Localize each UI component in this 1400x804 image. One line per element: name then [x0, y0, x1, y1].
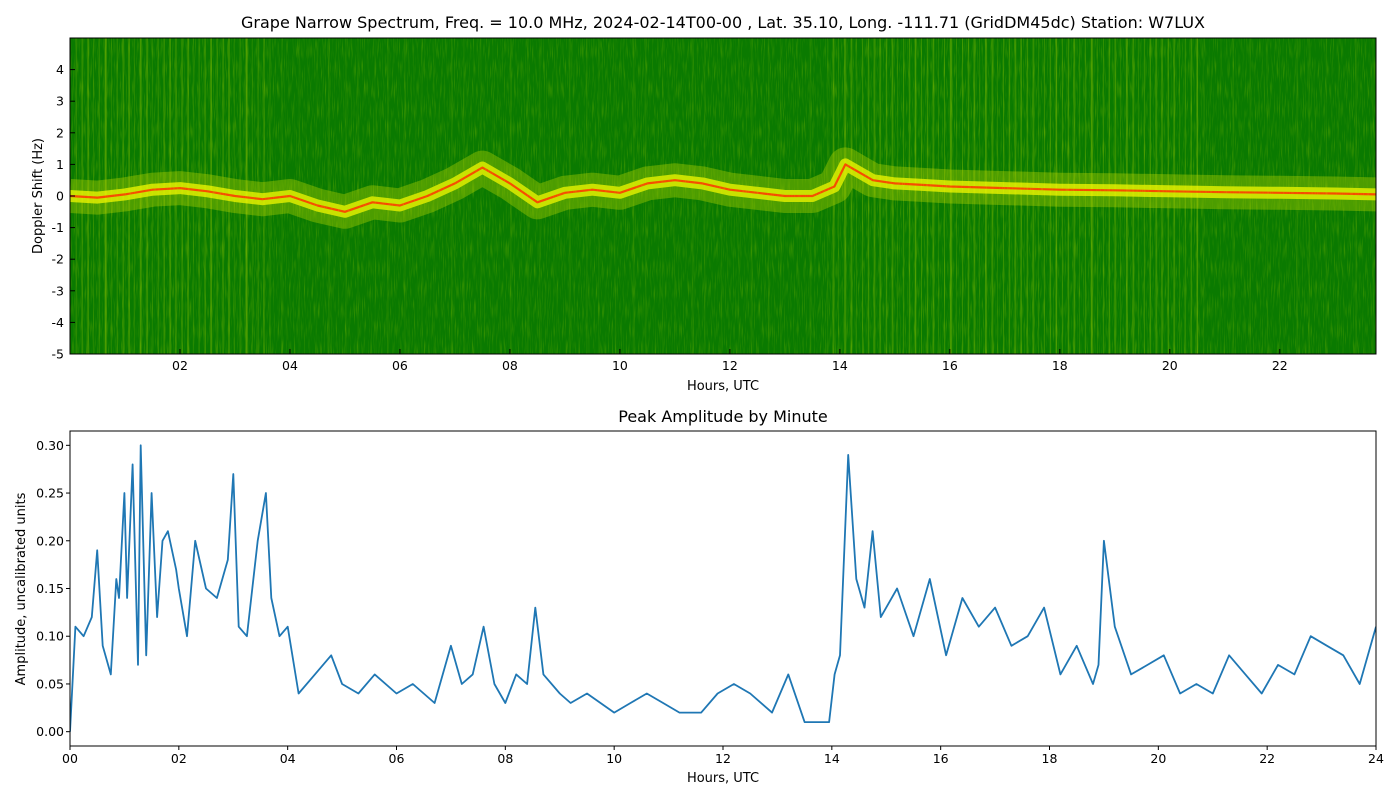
amplitude-ylabel: Amplitude, uncalibrated units — [14, 492, 29, 685]
spectrogram-xlabel: Hours, UTC — [687, 379, 759, 394]
spectrogram-title: Grape Narrow Spectrum, Freq. = 10.0 MHz,… — [241, 13, 1205, 32]
amplitude-x-tick-label: 22 — [1259, 751, 1275, 766]
amplitude-x-tick-label: 12 — [715, 751, 731, 766]
amplitude-title: Peak Amplitude by Minute — [618, 407, 828, 426]
spectrogram-x-tick-label: 06 — [392, 358, 408, 373]
spectrogram-y-tick-label: 2 — [56, 125, 64, 140]
amplitude-series-line — [70, 444, 1376, 732]
amplitude-y-tick-label: 0.20 — [36, 533, 64, 548]
spectrogram-x-tick-label: 10 — [612, 358, 628, 373]
spectrogram-y-tick-label: -2 — [52, 252, 64, 267]
amplitude-x-tick-label: 10 — [606, 751, 622, 766]
spectrogram-x-tick-label: 04 — [282, 358, 298, 373]
spectrogram-y-tick-label: -3 — [52, 283, 64, 298]
spectrogram-noise — [70, 38, 1376, 354]
spectrogram-x-tick-label: 16 — [942, 358, 958, 373]
amplitude-xlabel: Hours, UTC — [687, 771, 759, 786]
spectrogram-y-tick-label: -5 — [52, 347, 64, 362]
amplitude-y-tick-label: 0.00 — [36, 724, 64, 739]
amplitude-y-tick-label: 0.05 — [36, 676, 64, 691]
spectrogram-x-tick-label: 18 — [1052, 358, 1068, 373]
spectrogram-y-tick-label: 1 — [56, 157, 64, 172]
amplitude-y-tick-label: 0.25 — [36, 486, 64, 501]
spectrogram-x-tick-label: 08 — [502, 358, 518, 373]
spectrogram-y-tick-label: 4 — [56, 62, 64, 77]
spectrogram-y-tick-label: 3 — [56, 94, 64, 109]
spectrogram-x-tick-label: 14 — [832, 358, 848, 373]
amplitude-x-tick-label: 18 — [1042, 751, 1058, 766]
amplitude-y-tick-label: 0.15 — [36, 581, 64, 596]
spectrogram-y-tick-label: 0 — [56, 189, 64, 204]
amplitude-plot-area — [70, 431, 1376, 746]
amplitude-x-tick-label: 00 — [62, 751, 78, 766]
amplitude-x-tick-label: 16 — [933, 751, 949, 766]
spectrogram-y-tick-label: -1 — [52, 220, 64, 235]
amplitude-x-tick-label: 04 — [280, 751, 296, 766]
spectrogram-ylabel: Doppler Shift (Hz) — [31, 138, 46, 254]
amplitude-x-tick-label: 06 — [389, 751, 405, 766]
amplitude-y-tick-label: 0.30 — [36, 438, 64, 453]
spectrogram-x-tick-label: 12 — [722, 358, 738, 373]
spectrogram-x-tick-label: 02 — [172, 358, 188, 373]
amplitude-y-tick-label: 0.10 — [36, 629, 64, 644]
spectrogram-y-tick-label: -4 — [52, 315, 65, 330]
amplitude-x-tick-label: 02 — [171, 751, 187, 766]
spectrogram-x-tick-label: 22 — [1272, 358, 1288, 373]
amplitude-x-tick-label: 24 — [1368, 751, 1384, 766]
amplitude-x-tick-label: 14 — [824, 751, 840, 766]
spectrogram-plot — [70, 38, 1376, 354]
amplitude-x-tick-label: 08 — [497, 751, 513, 766]
spectrogram-x-tick-label: 20 — [1162, 358, 1178, 373]
amplitude-x-tick-label: 20 — [1150, 751, 1166, 766]
